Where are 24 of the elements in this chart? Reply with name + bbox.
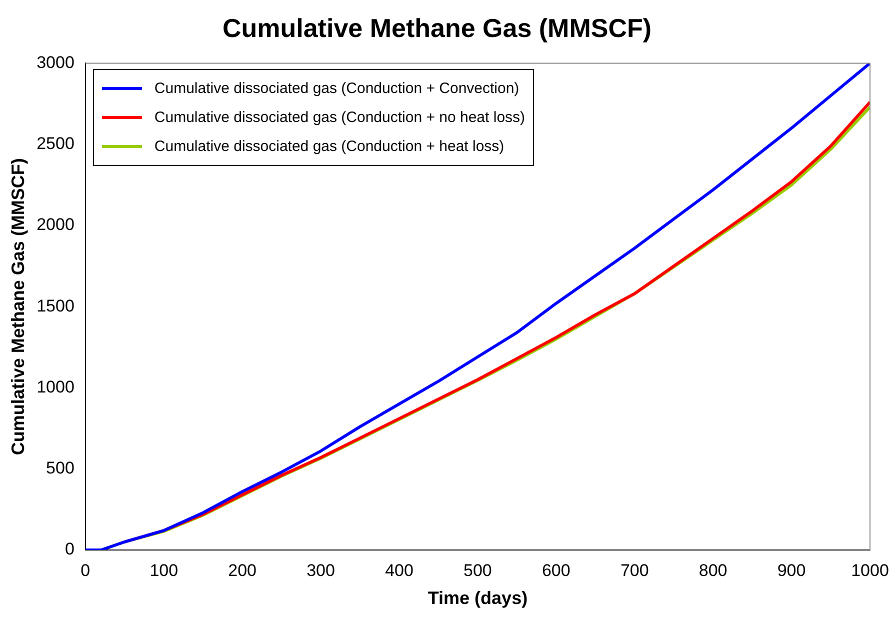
chart-title: Cumulative Methane Gas (MMSCF): [222, 12, 652, 43]
legend-label: Cumulative dissociated gas (Conduction + no heat loss): [154, 109, 526, 126]
legend-label: Cumulative dissociated gas (Conduction + heat loss): [154, 138, 504, 156]
x-tick-label: 600: [542, 560, 570, 580]
x-tick-label: 100: [150, 560, 178, 580]
y-tick-label: 1000: [36, 377, 74, 396]
legend-label: Cumulative dissociated gas (Conduction + Convection): [154, 80, 520, 98]
x-tick-label: 900: [777, 560, 806, 580]
x-axis-title: Time (days): [428, 588, 528, 608]
x-tick-label: 400: [385, 560, 414, 580]
y-tick-label: 1500: [36, 296, 74, 316]
y-tick-label: 500: [46, 458, 74, 478]
x-tick-label: 0: [80, 560, 90, 580]
x-tick-label: 200: [228, 560, 257, 580]
y-axis-title: Cumulative Methane Gas (MMSCF): [8, 158, 28, 456]
x-tick-label: 800: [698, 560, 728, 580]
x-tick-label: 700: [620, 560, 649, 580]
x-tick-label: 1000: [851, 560, 889, 580]
x-tick-label: 500: [464, 560, 492, 580]
y-tick-label: 2000: [36, 215, 74, 234]
y-tick-label: 3000: [36, 52, 74, 72]
x-tick-label: 300: [306, 560, 335, 580]
y-tick-label: 0: [64, 540, 74, 559]
y-tick-label: 2500: [36, 134, 74, 154]
